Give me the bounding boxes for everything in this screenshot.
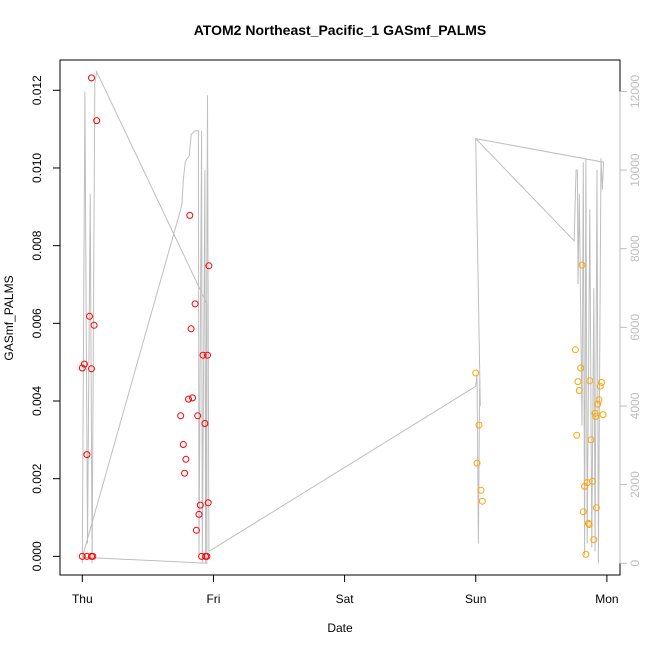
data-point — [475, 421, 483, 429]
y-axis-left: 0.000 0.002 0.004 0.006 0.008 0.010 0.012 — [30, 75, 61, 571]
y2-tick-label: 12000 — [628, 74, 642, 108]
data-point — [182, 455, 190, 463]
y-tick-label: 0.004 — [30, 386, 44, 416]
y-tick-label: 0.008 — [30, 230, 44, 260]
data-point — [181, 469, 189, 477]
data-point — [196, 501, 204, 509]
x-tick-label: Thu — [72, 592, 93, 606]
data-point — [204, 499, 212, 507]
data-point — [88, 365, 95, 373]
data-point — [194, 412, 202, 420]
data-point — [595, 396, 603, 404]
data-point — [592, 504, 600, 512]
x-tick-label: Fri — [206, 592, 220, 606]
y2-tick-label: 4000 — [628, 392, 642, 419]
data-point — [573, 431, 581, 439]
y2-tick-label: 0 — [628, 560, 642, 567]
y-tick-label: 0.010 — [30, 153, 44, 183]
data-point — [585, 519, 592, 527]
x-tick-label: Sat — [336, 592, 355, 606]
x-tick-label: Mon — [595, 592, 618, 606]
data-point — [591, 409, 599, 417]
data-point — [179, 441, 187, 448]
data-point — [192, 526, 200, 534]
y-tick-label: 0.002 — [30, 463, 44, 493]
data-point — [80, 360, 88, 368]
data-point — [585, 521, 593, 528]
altitude-line — [81, 70, 605, 564]
data-point — [88, 74, 95, 82]
data-point — [598, 378, 606, 386]
x-axis-label: Date — [327, 621, 353, 635]
data-point — [93, 117, 101, 125]
data-point — [86, 312, 93, 320]
data-point — [189, 394, 196, 402]
y-tick-label: 0.006 — [30, 308, 44, 338]
altitude-line-layer — [81, 70, 605, 564]
data-point — [78, 364, 86, 372]
x-tick-label: Sun — [465, 592, 486, 606]
data-point — [592, 413, 600, 420]
data-point — [203, 552, 211, 560]
data-point — [586, 377, 594, 385]
data-point — [577, 364, 585, 372]
data-point — [191, 300, 199, 308]
plot-frame — [59, 59, 621, 576]
data-point — [478, 497, 486, 505]
points-layer — [78, 74, 607, 560]
data-point — [195, 510, 203, 518]
data-point — [204, 351, 211, 359]
data-point — [590, 536, 598, 544]
y2-tick-label: 10000 — [628, 153, 642, 187]
data-point — [472, 369, 480, 377]
data-point — [90, 321, 98, 329]
data-point — [89, 552, 97, 560]
data-point — [205, 262, 213, 270]
data-point — [201, 420, 209, 427]
data-point — [589, 477, 596, 485]
data-point — [473, 459, 481, 467]
data-point — [187, 325, 195, 333]
y2-tick-label: 2000 — [628, 471, 642, 498]
data-point — [599, 411, 607, 419]
y-axis-right: 0 2000 4000 6000 8000 10000 12000 — [619, 74, 642, 567]
data-point — [578, 261, 586, 269]
data-point — [587, 436, 595, 444]
data-point — [83, 451, 91, 459]
data-point — [477, 486, 485, 494]
y2-tick-label: 6000 — [628, 314, 642, 341]
data-point — [78, 552, 86, 560]
data-point — [177, 412, 185, 420]
y-tick-label: 0.000 — [30, 541, 44, 571]
data-point — [186, 211, 194, 219]
y2-tick-label: 8000 — [628, 235, 642, 262]
data-point — [571, 346, 579, 354]
data-point — [198, 552, 206, 560]
y-tick-label: 0.012 — [30, 75, 44, 105]
x-axis: Thu Fri Sat Sun Mon — [72, 574, 619, 606]
data-point — [185, 395, 192, 403]
chart-title: ATOM2 Northeast_Pacific_1 GASmf_PALMS — [194, 22, 487, 38]
data-point — [596, 382, 604, 390]
data-point — [579, 508, 587, 516]
data-point — [575, 387, 583, 394]
y-axis-label: GASmf_PALMS — [2, 275, 16, 360]
data-point — [594, 400, 602, 408]
data-point — [582, 550, 590, 558]
data-point — [199, 351, 207, 359]
data-point — [574, 378, 582, 386]
data-point — [583, 479, 591, 487]
